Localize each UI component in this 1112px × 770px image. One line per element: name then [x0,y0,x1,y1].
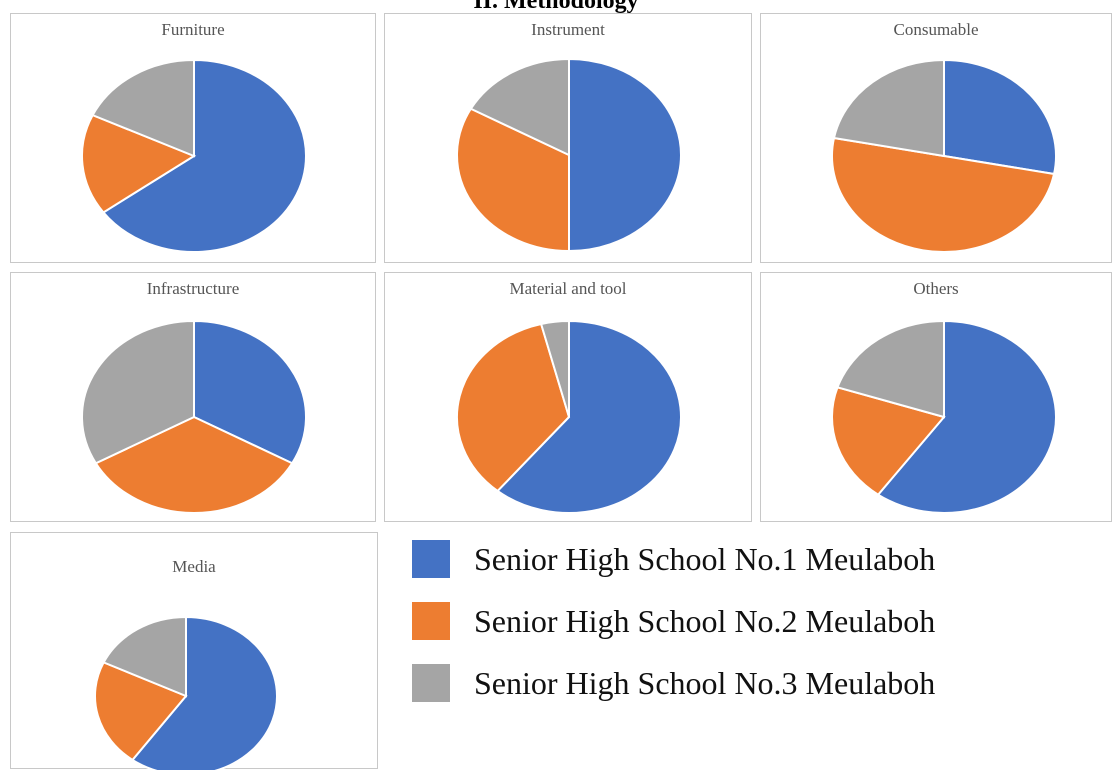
pie-slice-school-3 [91,58,195,158]
chart-title: Material and tool [509,279,627,298]
pie-plot [456,57,682,253]
chart-title: Instrument [531,20,605,39]
legend-label: Senior High School No.2 Meulaboh [474,603,936,639]
pie-chart-material-and-tool: Material and tool [384,272,752,522]
pie-slice-school-2 [81,113,197,214]
legend-swatch [412,664,450,702]
pie-slice-school-2 [456,107,570,253]
pie-plot [831,58,1057,253]
pie-plot [81,58,307,253]
pie-plot [94,615,278,770]
pie-chart-others: Others [760,272,1112,522]
chart-title: Others [913,279,959,298]
pie-plot [81,319,307,514]
pie-slice-school-1 [496,319,682,514]
pie-slice-school-3 [469,57,570,157]
legend-label: Senior High School No.1 Meulaboh [474,541,936,577]
legend-swatch [412,540,450,578]
chart-title: Infrastructure [146,279,240,298]
pie-chart-media: Media [10,532,378,770]
pie-plot [831,319,1057,514]
pie-slice-school-1 [876,319,1057,514]
pie-slice-school-2 [831,386,946,496]
pie-slice-school-2 [456,322,571,493]
pie-slice-school-1 [101,58,307,253]
pie-slice-school-1 [193,319,307,465]
pie-slice-school-3 [102,615,187,698]
pie-slice-school-1 [131,615,278,770]
pie-slice-school-1 [568,57,682,253]
pie-chart-infrastructure: Infrastructure [10,272,376,522]
pie-slice-school-3 [836,319,945,419]
legend-swatch [412,602,450,640]
pie-slice-school-3 [81,319,195,465]
pie-chart-instrument: Instrument [384,13,752,263]
legend-label: Senior High School No.3 Meulaboh [474,665,936,701]
pie-slice-school-3 [539,319,570,418]
pie-chart-furniture: Furniture [10,13,376,263]
pie-slice-school-1 [943,58,1057,176]
pie-chart-consumable: Consumable [760,13,1112,263]
section-heading: II. Methodology [473,0,639,14]
chart-title: Media [172,557,216,576]
chart-title: Furniture [161,20,225,39]
chart-title: Consumable [893,20,979,39]
pie-plot [456,319,682,514]
pie-slice-school-3 [832,58,945,158]
pie-slice-school-2 [831,136,1056,253]
